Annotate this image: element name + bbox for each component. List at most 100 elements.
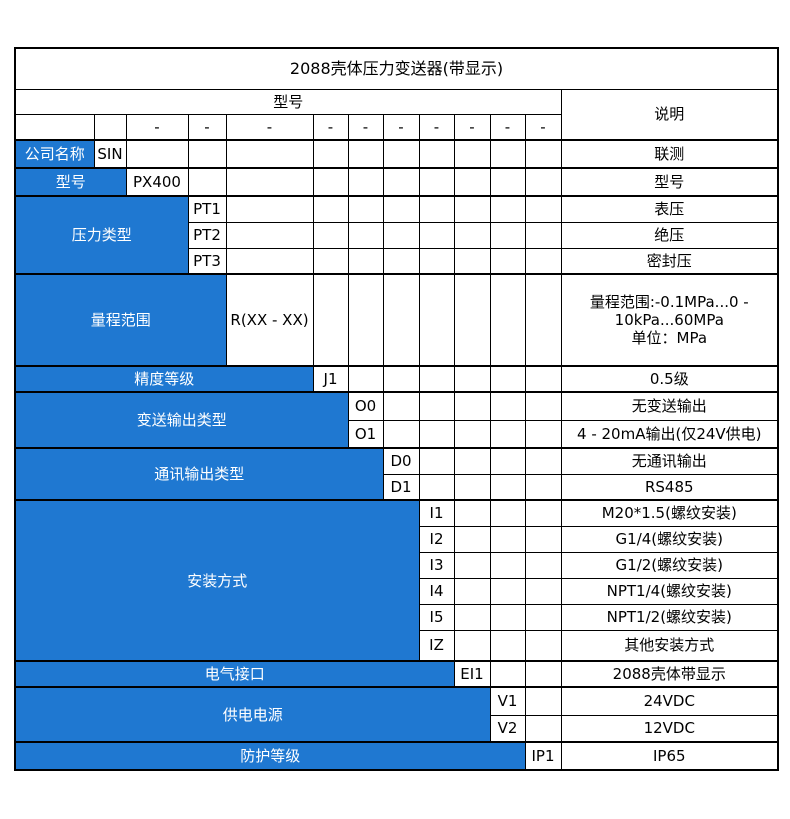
- desc-cell: RS485: [560, 473, 779, 501]
- table-row: 型号 PX400 型号: [14, 167, 779, 197]
- code-cell-i4: I4: [418, 577, 455, 605]
- code-cell-pt3: PT3: [187, 247, 227, 275]
- table-row: I2 G1/4(螺纹安装): [15, 525, 779, 553]
- empty-cell: [225, 195, 314, 223]
- empty-cell: [347, 139, 384, 169]
- desc-cell: 表压: [560, 195, 779, 223]
- empty-cell: [489, 551, 526, 579]
- empty-cell: [453, 473, 491, 501]
- empty-cell: [524, 419, 562, 449]
- empty-cell: [312, 139, 349, 169]
- empty-cell: [489, 195, 526, 223]
- empty-cell: [489, 365, 526, 393]
- dash-cell: -: [312, 113, 349, 141]
- table-row: 电气接口 EI1 2088壳体带显示: [14, 660, 779, 688]
- code-cell-v2: V2: [489, 714, 526, 743]
- category-protection: 防护等级: [14, 741, 526, 771]
- empty-cell: [312, 167, 349, 197]
- empty-cell: [489, 577, 526, 605]
- empty-cell: [418, 195, 455, 223]
- ordering-code-table: 2088壳体压力变送器(带显示) 型号 说明 - - - - - - - - -…: [14, 47, 780, 771]
- code-cell-range: R(XX - XX): [225, 273, 314, 367]
- code-cell-v1: V1: [489, 686, 526, 716]
- empty-cell: [382, 273, 420, 367]
- empty-cell: [382, 419, 420, 449]
- code-cell-o1: O1: [347, 419, 384, 449]
- empty-cell: [382, 139, 420, 169]
- code-cell-o0: O0: [347, 391, 384, 421]
- empty-cell: [489, 391, 526, 421]
- table-row: - - - - - - - - - -: [14, 113, 778, 141]
- empty-cell: [524, 473, 562, 501]
- empty-cell: [418, 221, 455, 249]
- category-model: 型号: [14, 167, 127, 197]
- empty-cell: [225, 247, 314, 275]
- table-row: 2088壳体压力变送器(带显示): [14, 47, 779, 90]
- empty-cell: [125, 139, 189, 169]
- empty-cell: [347, 167, 384, 197]
- range-desc-line: 10kPa...60MPa: [614, 311, 724, 329]
- empty-cell: [453, 603, 491, 631]
- empty-cell: [312, 221, 349, 249]
- table-row: 通讯输出类型 D0 无通讯输出: [14, 447, 779, 501]
- category-accuracy: 精度等级: [14, 365, 314, 393]
- empty-cell: [453, 577, 491, 605]
- table-row: 变送输出类型 O0 无变送输出: [14, 391, 779, 449]
- dash-cell: -: [418, 113, 455, 141]
- dash-cell: -: [125, 113, 189, 141]
- empty-cell: [489, 525, 526, 553]
- category-installation: 安装方式: [14, 499, 420, 662]
- code-cell-px400: PX400: [125, 167, 189, 197]
- empty-cell: [453, 419, 491, 449]
- empty-cell: [524, 660, 562, 688]
- code-cell-j1: J1: [312, 365, 349, 393]
- table-row: D1 RS485: [15, 473, 779, 501]
- empty-cell: [489, 603, 526, 631]
- desc-cell: 绝压: [560, 221, 779, 249]
- empty-cell: [418, 139, 455, 169]
- code-cell-d1: D1: [382, 473, 420, 501]
- desc-cell: 24VDC: [560, 686, 779, 716]
- category-pressure-type: 压力类型: [14, 195, 189, 275]
- code-cell-iz: IZ: [418, 629, 455, 662]
- empty-cell: [187, 167, 227, 197]
- model-header: 型号: [14, 88, 562, 115]
- empty-cell: [524, 525, 562, 553]
- empty-cell: [382, 247, 420, 275]
- empty-cell: [524, 139, 562, 169]
- desc-cell: 量程范围:-0.1MPa...0 - 10kPa...60MPa 单位：MPa: [560, 273, 779, 367]
- table-row: PT2 绝压: [15, 221, 779, 249]
- empty-cell: [347, 221, 384, 249]
- empty-cell: [225, 167, 314, 197]
- empty-cell: [382, 391, 420, 421]
- empty-cell: [312, 195, 349, 223]
- dash-cell: -: [187, 113, 227, 141]
- empty-cell: [524, 686, 562, 716]
- desc-cell: G1/4(螺纹安装): [560, 525, 779, 553]
- empty-cell: [312, 247, 349, 275]
- description-header: 说明: [560, 88, 779, 141]
- empty-cell: [489, 247, 526, 275]
- table-row: 供电电源 V1 24VDC: [14, 686, 779, 743]
- table-row: O1 4 - 20mA输出(仅24V供电): [15, 419, 779, 449]
- desc-cell: 无变送输出: [560, 391, 779, 421]
- empty-cell: [418, 473, 455, 501]
- table-row: 防护等级 IP1 IP65: [14, 741, 779, 771]
- empty-cell: [418, 391, 455, 421]
- empty-cell: [187, 139, 227, 169]
- empty-cell: [453, 273, 491, 367]
- empty-cell: [418, 247, 455, 275]
- empty-cell: [489, 473, 526, 501]
- empty-cell: [524, 391, 562, 421]
- page-title: 2088壳体压力变送器(带显示): [14, 47, 779, 90]
- empty-cell: [524, 714, 562, 743]
- dash-row-empty-cell: [93, 113, 127, 141]
- empty-cell: [453, 139, 491, 169]
- empty-cell: [524, 577, 562, 605]
- desc-cell: IP65: [560, 741, 779, 771]
- empty-cell: [524, 247, 562, 275]
- category-power-supply: 供电电源: [14, 686, 491, 743]
- empty-cell: [489, 447, 526, 475]
- dash-cell: -: [453, 113, 491, 141]
- desc-cell: G1/2(螺纹安装): [560, 551, 779, 579]
